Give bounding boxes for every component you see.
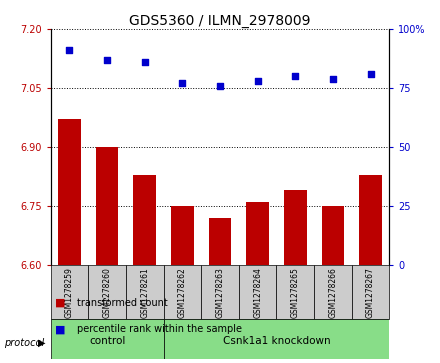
Point bbox=[179, 80, 186, 86]
Text: Csnk1a1 knockdown: Csnk1a1 knockdown bbox=[223, 337, 330, 346]
Text: GSM1278259: GSM1278259 bbox=[65, 267, 74, 318]
Text: GSM1278261: GSM1278261 bbox=[140, 267, 149, 318]
Bar bbox=[88, 265, 126, 319]
Text: GSM1278267: GSM1278267 bbox=[366, 267, 375, 318]
Point bbox=[330, 76, 337, 81]
Bar bbox=[51, 319, 164, 359]
Bar bbox=[171, 206, 194, 265]
Text: transformed count: transformed count bbox=[77, 298, 168, 308]
Bar bbox=[359, 175, 382, 265]
Point bbox=[103, 57, 110, 62]
Text: control: control bbox=[89, 337, 125, 346]
Bar bbox=[164, 265, 201, 319]
Bar bbox=[58, 119, 81, 265]
Point bbox=[66, 47, 73, 53]
Bar bbox=[246, 202, 269, 265]
Text: GSM1278262: GSM1278262 bbox=[178, 267, 187, 318]
Bar bbox=[276, 265, 314, 319]
Bar bbox=[352, 265, 389, 319]
Point bbox=[254, 78, 261, 84]
Text: ■: ■ bbox=[55, 324, 66, 334]
Point bbox=[292, 73, 299, 79]
Point bbox=[141, 59, 148, 65]
Bar bbox=[201, 265, 239, 319]
Text: GSM1278260: GSM1278260 bbox=[103, 267, 112, 318]
Bar bbox=[133, 175, 156, 265]
Bar bbox=[209, 218, 231, 265]
Title: GDS5360 / ILMN_2978009: GDS5360 / ILMN_2978009 bbox=[129, 14, 311, 28]
Text: GSM1278264: GSM1278264 bbox=[253, 267, 262, 318]
Bar bbox=[239, 265, 276, 319]
Text: percentile rank within the sample: percentile rank within the sample bbox=[77, 324, 242, 334]
Text: GSM1278266: GSM1278266 bbox=[328, 267, 337, 318]
Bar bbox=[164, 319, 389, 359]
Bar bbox=[314, 265, 352, 319]
Text: GSM1278263: GSM1278263 bbox=[216, 267, 224, 318]
Bar bbox=[51, 265, 88, 319]
Point bbox=[216, 83, 224, 89]
Bar bbox=[96, 147, 118, 265]
Bar bbox=[284, 190, 307, 265]
Bar bbox=[126, 265, 164, 319]
Text: ■: ■ bbox=[55, 298, 66, 308]
Bar bbox=[322, 206, 344, 265]
Text: protocol: protocol bbox=[4, 338, 44, 348]
Text: GSM1278265: GSM1278265 bbox=[291, 267, 300, 318]
Text: ▶: ▶ bbox=[38, 338, 46, 348]
Point bbox=[367, 71, 374, 77]
